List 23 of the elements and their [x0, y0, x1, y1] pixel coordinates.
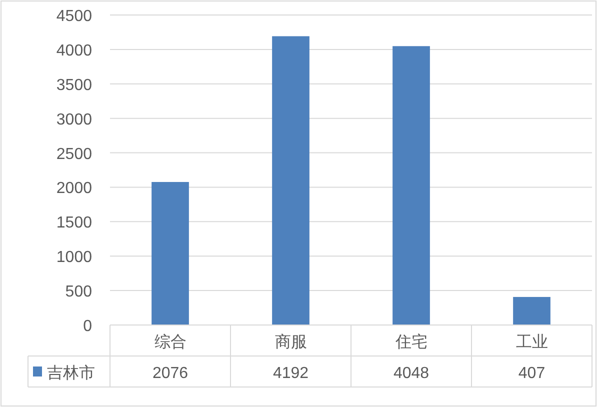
- data-label: 4192: [272, 365, 309, 382]
- y-tick-label: 4500: [56, 8, 92, 25]
- y-tick-label: 500: [65, 284, 92, 301]
- data-label: 2076: [152, 365, 188, 382]
- y-tick-label: 1000: [56, 249, 92, 266]
- y-tick-label: 0: [83, 318, 92, 335]
- y-tick-label: 2500: [56, 146, 92, 163]
- x-tick-label: 住宅: [394, 333, 428, 351]
- bar: [272, 36, 310, 325]
- bar: [392, 46, 430, 325]
- y-tick-label: 1500: [56, 214, 92, 232]
- x-tick-label: 综合: [154, 333, 186, 351]
- y-tick-label: 2000: [56, 180, 92, 198]
- bar: [152, 182, 189, 325]
- x-tick-label: 商服: [274, 333, 307, 351]
- y-tick-label: 3500: [56, 76, 92, 94]
- y-tick-label: 4000: [56, 42, 92, 60]
- y-tick-label: 3000: [56, 111, 92, 128]
- bar: [513, 296, 550, 325]
- x-tick-label: 工业: [516, 333, 548, 351]
- data-label: 4048: [393, 365, 430, 382]
- legend-label: 吉林市: [47, 364, 95, 382]
- data-label: 407: [518, 365, 546, 382]
